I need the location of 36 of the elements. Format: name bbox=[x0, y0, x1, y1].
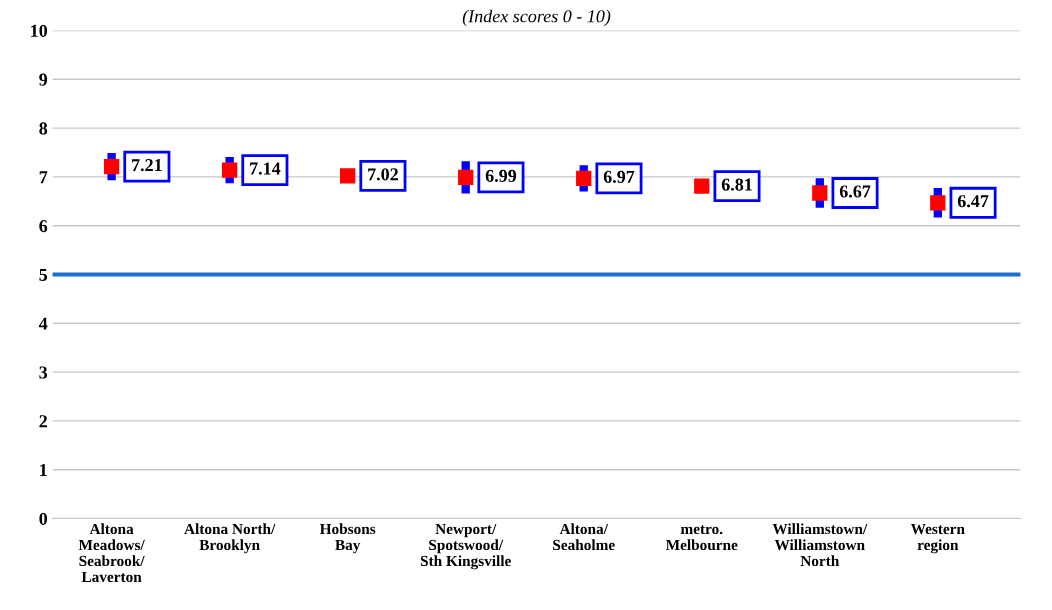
data-label: 6.47 bbox=[957, 195, 989, 208]
y-tick-label: 5 bbox=[39, 268, 48, 281]
point bbox=[930, 195, 946, 211]
data-label: 6.99 bbox=[485, 169, 517, 182]
x-tick-label: Altona Meadows/ Seabrook/ Laverton bbox=[78, 523, 145, 583]
point bbox=[458, 169, 474, 186]
data-label: 6.67 bbox=[839, 185, 871, 198]
point bbox=[103, 159, 120, 175]
data-label: 7.21 bbox=[132, 159, 162, 172]
y-tick-label: 0 bbox=[39, 512, 48, 525]
x-tick-label: Hobsons Bay bbox=[319, 523, 376, 554]
x-tick-label: metro. Melbourne bbox=[665, 525, 738, 551]
y-tick-label: 4 bbox=[38, 317, 48, 330]
y-tick-label: 10 bbox=[31, 24, 48, 37]
data-label: 7.14 bbox=[250, 162, 281, 175]
point bbox=[576, 170, 592, 187]
x-tick-label: Western region bbox=[910, 523, 965, 554]
y-tick-label: 9 bbox=[39, 73, 48, 86]
point bbox=[222, 162, 238, 178]
point bbox=[340, 168, 356, 184]
y-tick-label: 8 bbox=[39, 122, 48, 135]
point bbox=[812, 185, 828, 201]
y-tick-label: 7 bbox=[39, 171, 48, 184]
data-label: 7.02 bbox=[368, 168, 398, 181]
x-tick-label: Altona North/ Brooklyn bbox=[184, 523, 276, 554]
data-label: 6.81 bbox=[721, 178, 752, 191]
point bbox=[694, 178, 710, 194]
x-tick-label: Williamstown/ Williamstown North bbox=[772, 523, 868, 567]
x-tick-label: Altona/ Seaholme bbox=[553, 523, 615, 551]
y-tick-label: 3 bbox=[39, 366, 48, 379]
data-label: 6.97 bbox=[603, 170, 635, 183]
y-tick-label: 1 bbox=[40, 464, 47, 476]
chart-title: (Index scores 0 - 10) bbox=[462, 9, 611, 27]
y-tick-label: 6 bbox=[39, 220, 48, 233]
x-tick-label: Newport/ Spotswood/ Sth Kingsville bbox=[420, 523, 511, 570]
y-tick-label: 2 bbox=[39, 415, 47, 428]
